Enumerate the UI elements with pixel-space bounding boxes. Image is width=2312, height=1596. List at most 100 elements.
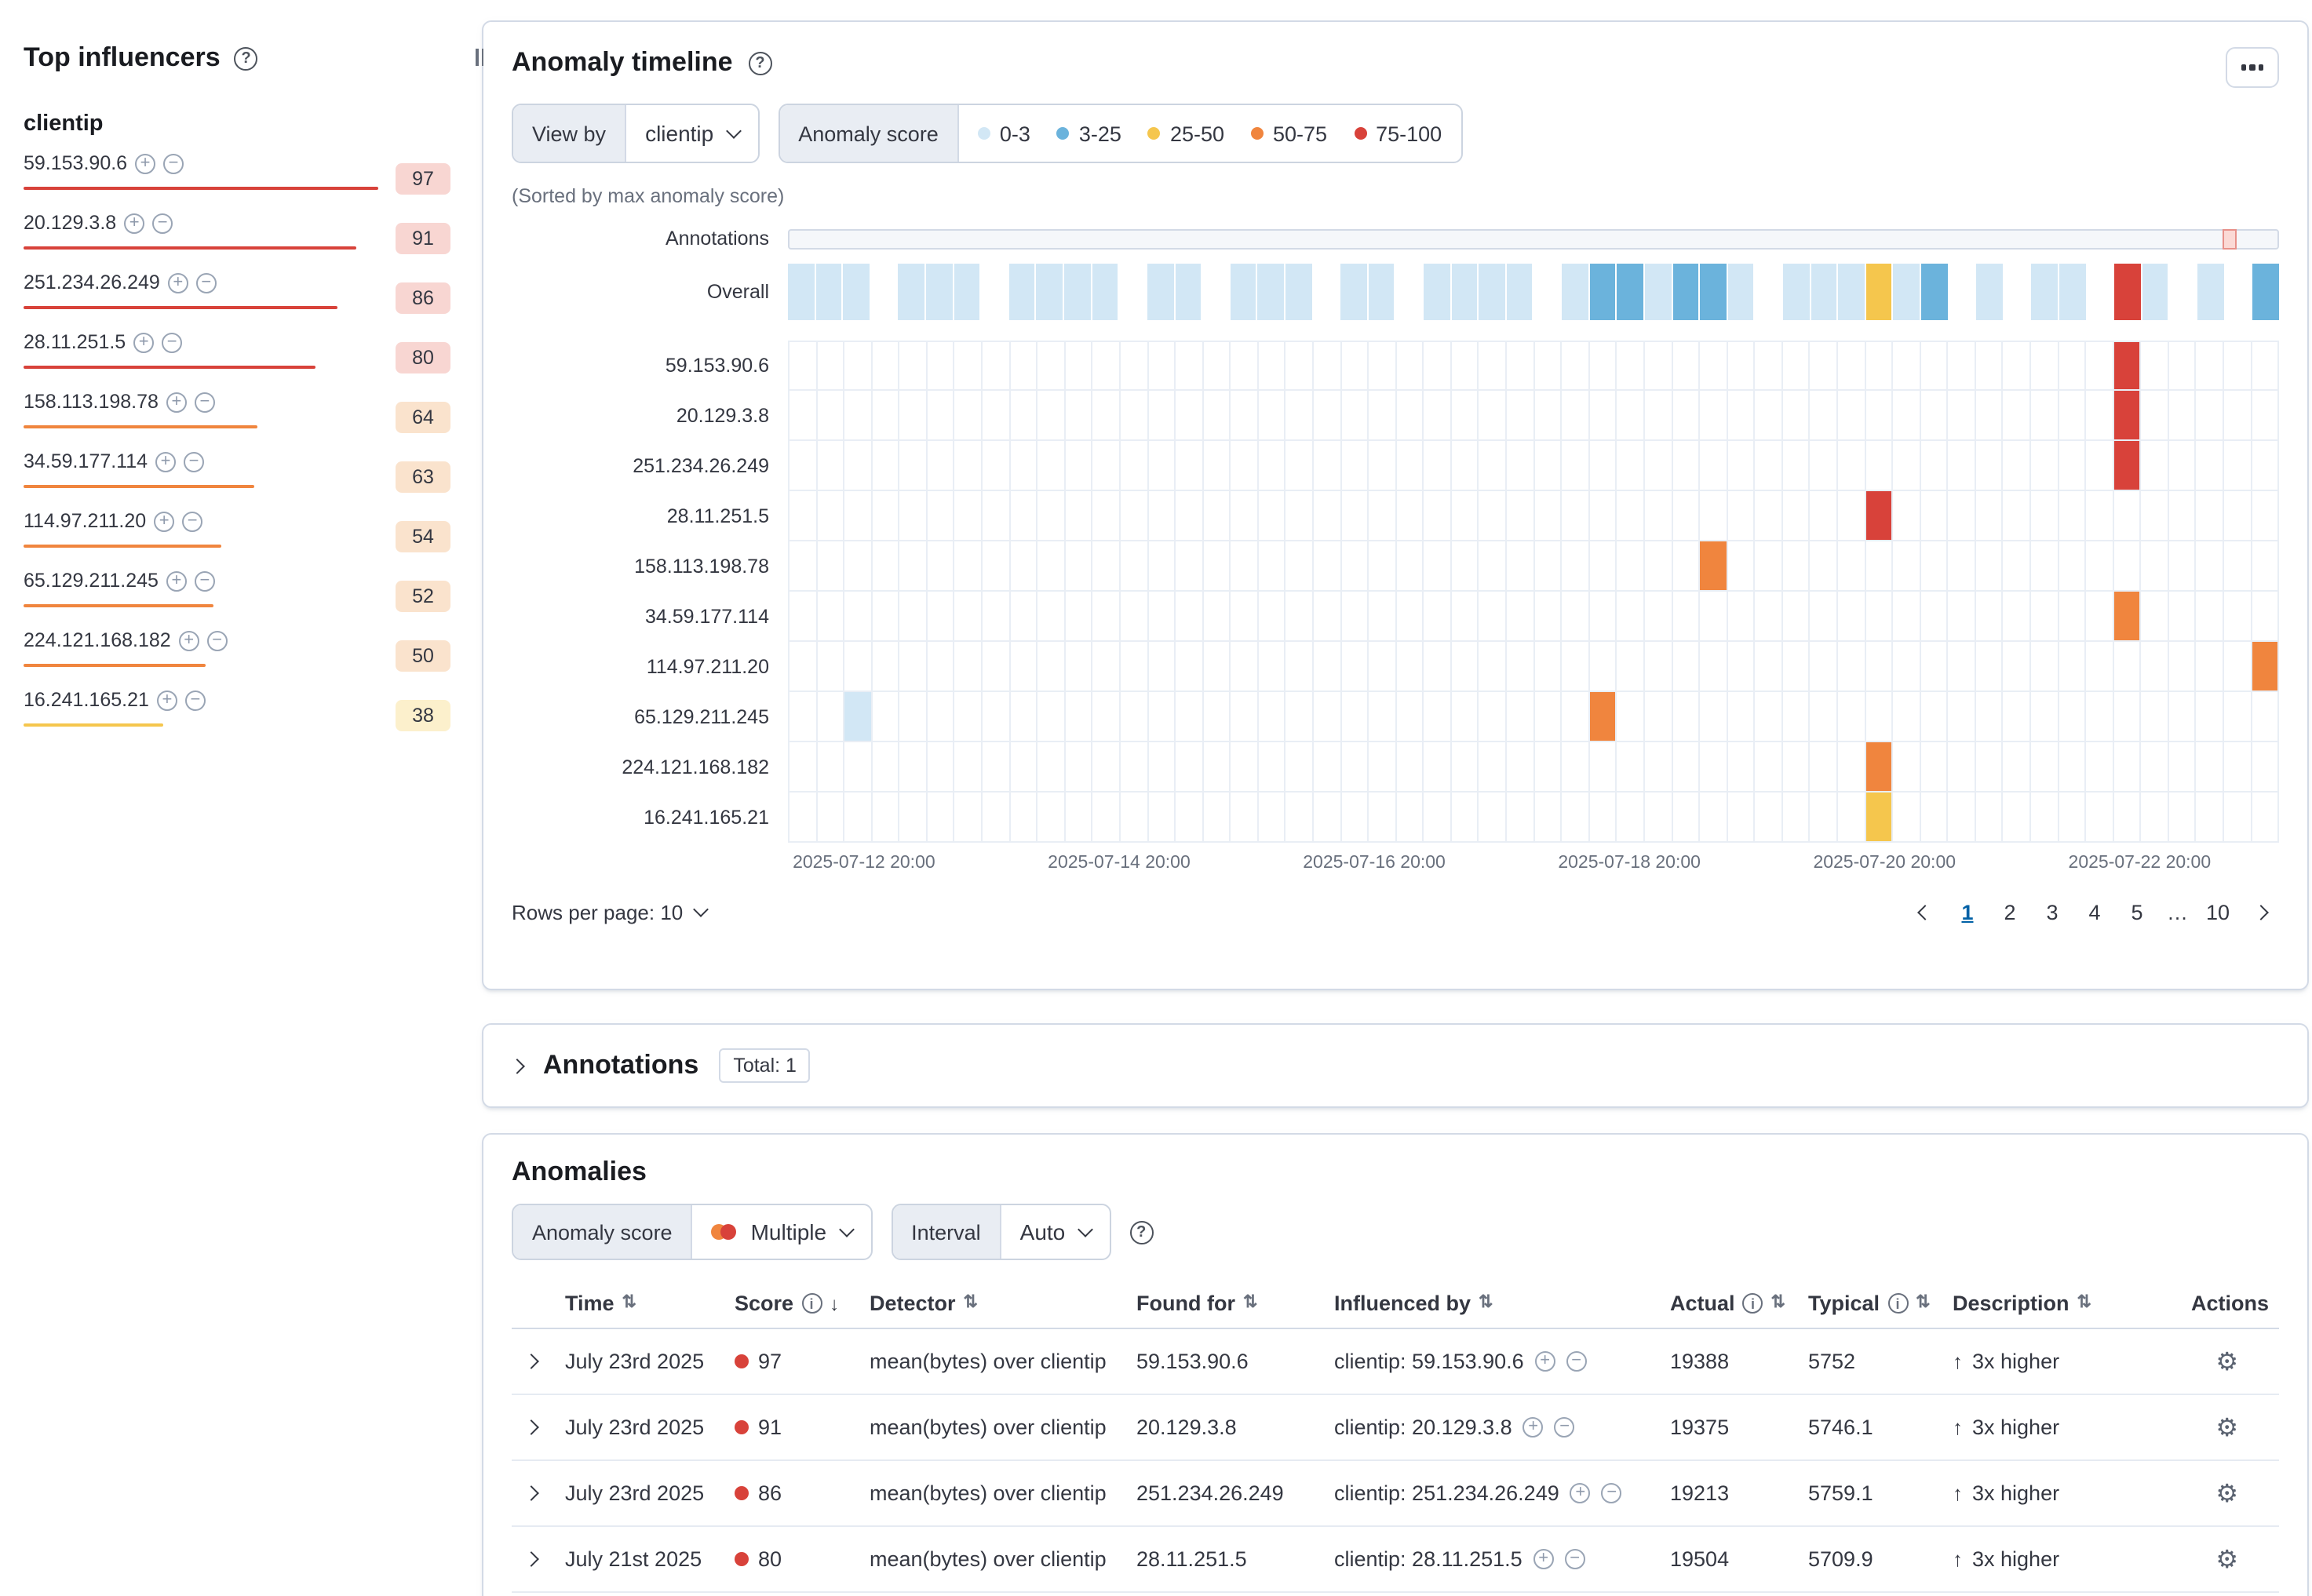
view-by-select[interactable]: clientip [626,105,757,162]
influencer-name[interactable]: 251.234.26.249 [24,271,160,293]
swimlane-cell[interactable] [1727,264,1754,320]
interval-select[interactable]: Auto [1001,1205,1110,1259]
row-actions-gear-icon[interactable] [2215,1412,2238,1443]
timeline-options-button[interactable] [2226,47,2279,88]
filter-out-icon[interactable] [206,630,228,650]
filter-for-icon[interactable] [156,690,177,710]
swimlane-cell[interactable] [954,264,980,320]
filter-out-icon[interactable] [152,213,173,233]
swimlane-cell[interactable] [898,264,925,320]
swimlane-cell[interactable] [1036,264,1063,320]
filter-out-icon[interactable] [194,392,215,412]
expand-row-icon[interactable] [523,1551,539,1567]
filter-for-icon[interactable] [167,272,188,293]
rows-per-page-select[interactable]: Rows per page: 10 [512,900,709,924]
swimlane-cell[interactable] [1589,692,1617,742]
filter-for-icon[interactable] [155,451,177,472]
page-button[interactable]: 4 [2088,900,2101,924]
filter-for-icon[interactable] [1522,1417,1544,1437]
col-influenced-by[interactable]: Influenced by [1334,1292,1670,1315]
swimlane-cell[interactable] [1424,264,1450,320]
swimlane-cell[interactable] [2059,264,2086,320]
prev-page-button[interactable] [1916,904,1932,920]
filter-out-icon[interactable] [184,451,205,472]
filter-for-icon[interactable] [154,511,175,531]
swimlane-cell[interactable] [843,264,870,320]
swimlane-cell[interactable] [2252,264,2279,320]
filter-for-icon[interactable] [166,392,187,412]
col-actual[interactable]: Actual [1670,1292,1808,1315]
filter-for-icon[interactable] [135,153,156,173]
swimlane-cell[interactable] [2031,264,2059,320]
help-icon[interactable] [234,46,258,70]
filter-out-icon[interactable] [1554,1417,1575,1437]
score-filter-select[interactable]: Multiple [693,1205,871,1259]
col-time[interactable]: Time [565,1292,735,1315]
expand-row-icon[interactable] [523,1419,539,1435]
swimlane-cell[interactable] [1340,264,1367,320]
swimlane-cell[interactable] [1782,264,1810,320]
filter-for-icon[interactable] [178,630,199,650]
swimlane-cell[interactable] [1672,264,1699,320]
row-actions-gear-icon[interactable] [2215,1543,2238,1575]
influencer-name[interactable]: 224.121.168.182 [24,629,171,651]
annotation-marker[interactable] [2222,228,2237,249]
swimlane-cell[interactable] [2252,642,2280,692]
col-description[interactable]: Description [1953,1292,2191,1315]
filter-out-icon[interactable] [1601,1483,1622,1503]
swimlane-cell[interactable] [1562,264,1588,320]
panel-drag-handle[interactable] [476,49,484,66]
swimlane-cell[interactable] [1451,264,1478,320]
filter-out-icon[interactable] [182,511,203,531]
row-actions-gear-icon[interactable] [2215,1478,2238,1509]
influencer-name[interactable]: 65.129.211.245 [24,570,159,592]
influencer-name[interactable]: 34.59.177.114 [24,450,148,472]
swimlane-cell[interactable] [1175,264,1202,320]
swimlane-cell[interactable] [1147,264,1174,320]
swimlane-cell[interactable] [1644,264,1671,320]
influencer-name[interactable]: 158.113.198.78 [24,391,159,413]
filter-for-icon[interactable] [124,213,145,233]
swimlane-cell[interactable] [2113,592,2142,642]
influencer-name[interactable]: 16.241.165.21 [24,689,149,711]
page-button[interactable]: 10 [2205,900,2230,924]
filter-for-icon[interactable] [1533,1549,1554,1569]
page-button[interactable]: 5 [2131,900,2143,924]
filter-for-icon[interactable] [1570,1483,1591,1503]
page-button[interactable]: 3 [2046,900,2059,924]
page-button[interactable]: 2 [2004,900,2016,924]
page-button[interactable]: 1 [1961,900,1974,924]
col-typical[interactable]: Typical [1808,1292,1953,1315]
swimlane-cell[interactable] [1893,264,1920,320]
annotations-lane[interactable] [788,228,2279,249]
influencer-name[interactable]: 20.129.3.8 [24,212,117,234]
swimlane-cell[interactable] [1230,264,1256,320]
row-actions-gear-icon[interactable] [2215,1346,2238,1377]
filter-out-icon[interactable] [194,570,215,591]
filter-out-icon[interactable] [1564,1549,1585,1569]
swimlane-cell[interactable] [1976,264,2003,320]
expand-annotations-icon[interactable] [509,1058,525,1073]
swimlane-cell[interactable] [788,264,815,320]
influencer-name[interactable]: 59.153.90.6 [24,152,128,174]
swimlane-cell[interactable] [1506,264,1533,320]
swimlane-cell[interactable] [1838,264,1865,320]
swimlane-cell[interactable] [2114,264,2141,320]
filter-out-icon[interactable] [1566,1351,1587,1372]
filter-out-icon[interactable] [195,272,217,293]
swimlane-cell[interactable] [1589,264,1616,320]
swimlane-cell[interactable] [1865,264,1892,320]
swimlane-cell[interactable] [2113,391,2142,441]
swimlane-cell[interactable] [844,692,873,742]
expand-row-icon[interactable] [523,1354,539,1369]
filter-for-icon[interactable] [1534,1351,1555,1372]
filter-out-icon[interactable] [163,153,184,173]
col-score[interactable]: Score [735,1292,870,1315]
filter-for-icon[interactable] [166,570,187,591]
swimlane-cell[interactable] [1865,491,1894,541]
expand-row-icon[interactable] [523,1485,539,1501]
swimlane-cell[interactable] [2197,264,2224,320]
swimlane-cell[interactable] [1092,264,1118,320]
swimlane-cell[interactable] [1811,264,1837,320]
filter-for-icon[interactable] [133,332,155,352]
